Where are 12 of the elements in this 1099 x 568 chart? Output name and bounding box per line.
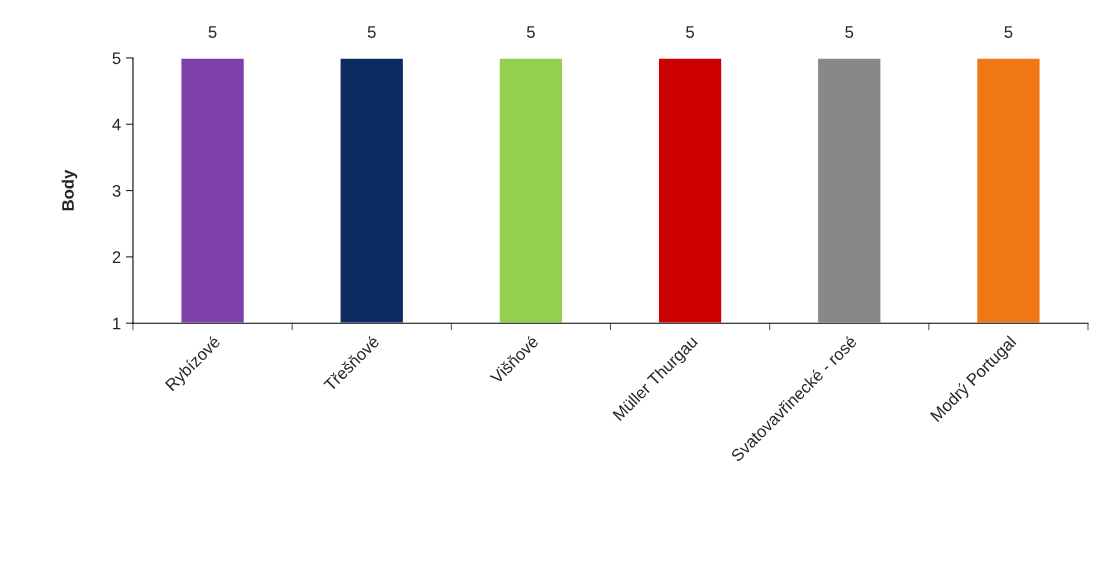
y-tick-label: 2 bbox=[112, 251, 121, 263]
data-label: 5 bbox=[526, 26, 535, 38]
y-tick-label: 3 bbox=[112, 184, 121, 197]
y-tick-label: 4 bbox=[112, 118, 121, 131]
y-tick-label: 1 bbox=[113, 317, 121, 330]
y-tick-label: 5 bbox=[112, 52, 121, 65]
data-label: 5 bbox=[845, 26, 854, 38]
data-label: 5 bbox=[367, 26, 376, 38]
data-label: 5 bbox=[686, 26, 695, 38]
data-label: 5 bbox=[208, 26, 217, 38]
data-label: 5 bbox=[1004, 26, 1013, 38]
y-axis-title: Body bbox=[61, 169, 78, 211]
